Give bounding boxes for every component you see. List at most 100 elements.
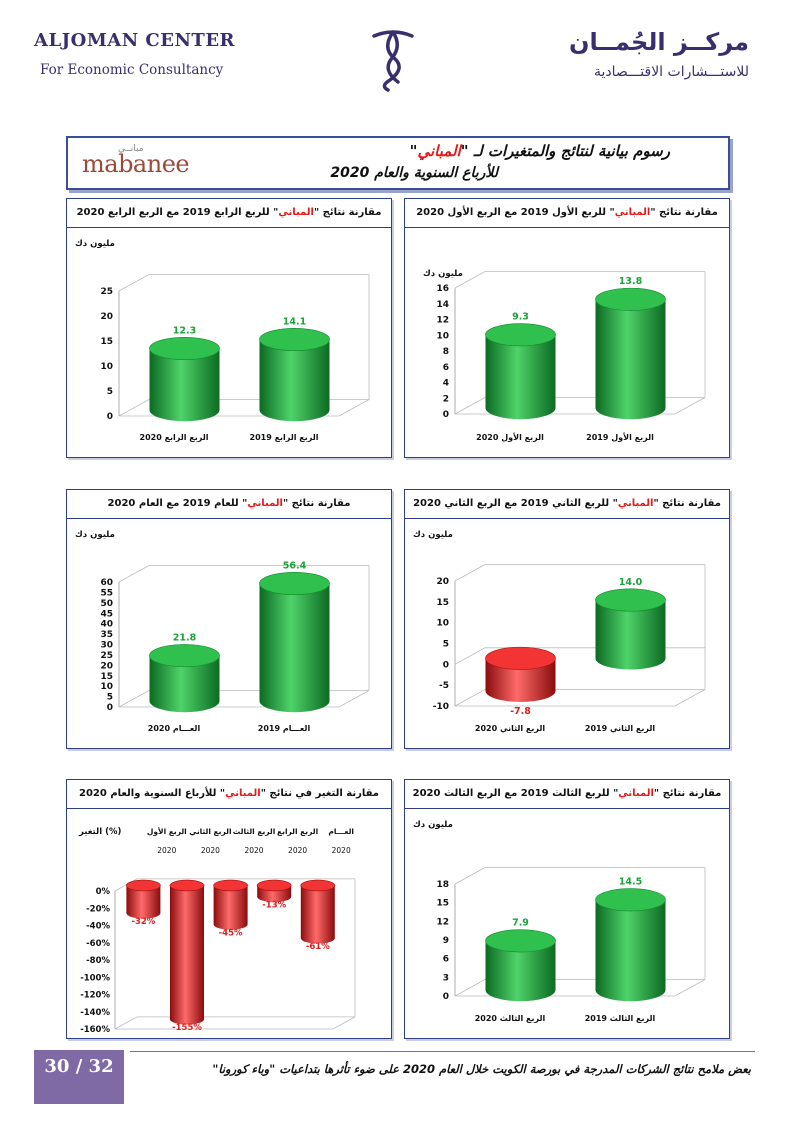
y-tick-label: 0 <box>443 992 449 1002</box>
chart-title: مقارنة نتائج "المباني" للربع الثاني 2019… <box>405 490 729 519</box>
chart-title-pre: مقارنة نتائج " <box>282 498 351 509</box>
data-label: 21.8 <box>173 632 197 643</box>
bar-top <box>213 879 248 892</box>
bar-top <box>300 879 336 892</box>
x-category-label: الربع الرابع 2019 <box>250 433 319 442</box>
bar-top <box>259 571 330 595</box>
mabanee-logo-en: mabanee <box>82 150 190 178</box>
y-tick-label: -100% <box>80 973 110 983</box>
bar-1 <box>595 287 666 420</box>
chart-title: مقارنة نتائج "المباني" للربع الثالث 2019… <box>405 780 729 809</box>
bar-top <box>485 646 556 670</box>
bar-body <box>126 885 161 919</box>
side-wall-top <box>118 274 150 292</box>
data-label: 14.5 <box>619 877 642 888</box>
y-tick-label: 45 <box>100 609 113 619</box>
bar-1 <box>595 588 666 670</box>
y-tick-label: -120% <box>80 991 110 1001</box>
y-tick-label: -20% <box>86 904 110 914</box>
y-tick-label: 6 <box>443 363 449 373</box>
y-tick-label: 0% <box>96 887 111 897</box>
data-label: 14.1 <box>283 316 306 327</box>
chart-title-post: " للربع الثاني 2019 مع الربع الثاني 2020 <box>413 498 618 509</box>
center-subtitle-ar: للاستـــشارات الاقتـــصادية <box>593 64 749 80</box>
bar-body <box>259 583 330 713</box>
y-tick-label: 20 <box>100 312 113 322</box>
y-tick-label: 10 <box>436 619 449 629</box>
chart-title: مقارنة نتائج "المباني" للربع الرابع 2019… <box>67 199 391 228</box>
chart-title-company: المباني <box>247 498 283 509</box>
bar-body <box>149 348 220 422</box>
x-category-year: 2020 <box>157 846 176 855</box>
x-category-label: الربع الرابع 2020 <box>140 433 209 442</box>
mabanee-logo-ar: مبانــي <box>118 144 144 154</box>
x-category-label: الربع الأول <box>147 827 187 836</box>
chart-title-post: " للعام 2019 مع العام 2020 <box>107 498 248 509</box>
data-label: 13.8 <box>619 276 643 287</box>
bar-0 <box>126 879 161 919</box>
y-tick-label: 15 <box>436 598 449 608</box>
x-category-label: الربع الثاني 2019 <box>585 724 655 733</box>
data-label: -45% <box>219 928 243 938</box>
center-logo-icon <box>372 30 414 92</box>
x-category-label: العـــام <box>328 827 354 836</box>
page-title-pre: رسوم بيانية لنتائج والمتغيرات لـ " <box>460 142 670 160</box>
y-tick-label: 25 <box>100 287 113 297</box>
footer-caption: بعض ملامح نتائج الشركات المدرجة في بورصة… <box>212 1062 751 1076</box>
bar-body <box>213 885 248 930</box>
y-tick-label: 9 <box>443 936 449 946</box>
x-category-year: 2020 <box>244 846 263 855</box>
data-label: 12.3 <box>173 325 196 336</box>
x-category-label: الربع الأول 2019 <box>586 432 654 442</box>
bar-3 <box>256 879 292 903</box>
x-category-label: العـــام 2020 <box>148 724 201 733</box>
chart-title-company: المباني <box>225 788 261 799</box>
y-tick-label: 0 <box>443 660 449 670</box>
bar-body <box>259 339 330 422</box>
y-tick-label: 10 <box>100 362 113 372</box>
data-label: 14.0 <box>619 577 643 588</box>
bar-1 <box>169 879 205 1025</box>
x-category-year: 2020 <box>288 846 307 855</box>
y-tick-label: 25 <box>100 651 113 661</box>
data-label: -7.8 <box>510 706 531 717</box>
mabanee-logo: مبانــي mabanee <box>78 144 216 182</box>
y-tick-label: 0 <box>107 703 113 713</box>
bar-body <box>485 658 556 703</box>
y-tick-label: -40% <box>86 922 110 932</box>
bar-4 <box>300 879 336 944</box>
bar-top <box>169 879 205 892</box>
side-wall-top <box>118 565 150 583</box>
bar-top <box>256 879 292 892</box>
y-tick-label: 20 <box>436 577 449 587</box>
bar-body <box>149 655 220 713</box>
y-tick-label: 15 <box>436 899 449 909</box>
bar-body <box>170 885 204 1025</box>
y-tick-label: 60 <box>100 578 113 588</box>
chart-title: مقارنة التغير في نتائج "المباني" للأرباع… <box>67 780 391 809</box>
bar-body <box>595 600 666 670</box>
y-tick-label: 10 <box>100 682 113 692</box>
x-category-label: الربع الثاني 2020 <box>475 724 545 733</box>
y-tick-label: 35 <box>100 630 113 640</box>
chart-title-pre: مقارنة نتائج " <box>653 788 722 799</box>
side-wall-top <box>454 867 486 885</box>
data-label: 56.4 <box>283 560 307 571</box>
y-unit-label: مليون دك <box>75 239 115 249</box>
bar-top <box>595 287 666 311</box>
page-title-post: " <box>409 142 418 160</box>
page-title-line1: رسوم بيانية لنتائج والمتغيرات لـ "المبان… <box>410 142 670 160</box>
y-tick-label: 3 <box>443 973 449 983</box>
side-wall-top <box>454 564 486 582</box>
y-tick-label: -80% <box>86 956 110 966</box>
chart-q2: مليون دك -10 -5 0 5 10 15 20 -7.8 الربع الثاني 20… <box>413 530 706 733</box>
x-category-year: 2020 <box>332 846 351 855</box>
bar-2 <box>213 879 248 930</box>
x-category-label: الربع الرابع <box>277 827 318 836</box>
y-tick-label: 5 <box>107 387 113 397</box>
bar-0 <box>485 323 556 420</box>
y-unit-label: مليون دك <box>413 530 453 540</box>
bar-top <box>149 337 220 361</box>
page-title-line2: للأرباع السنوية والعام 2020 <box>330 165 498 181</box>
chart-title-company: المباني <box>618 788 654 799</box>
